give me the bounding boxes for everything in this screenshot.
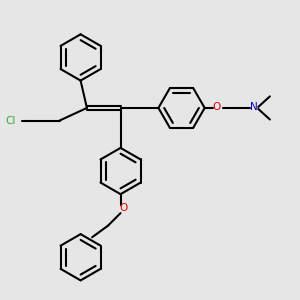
Text: N: N [250,102,258,112]
Text: O: O [212,102,220,112]
Text: Cl: Cl [5,116,15,126]
Text: O: O [120,203,128,213]
